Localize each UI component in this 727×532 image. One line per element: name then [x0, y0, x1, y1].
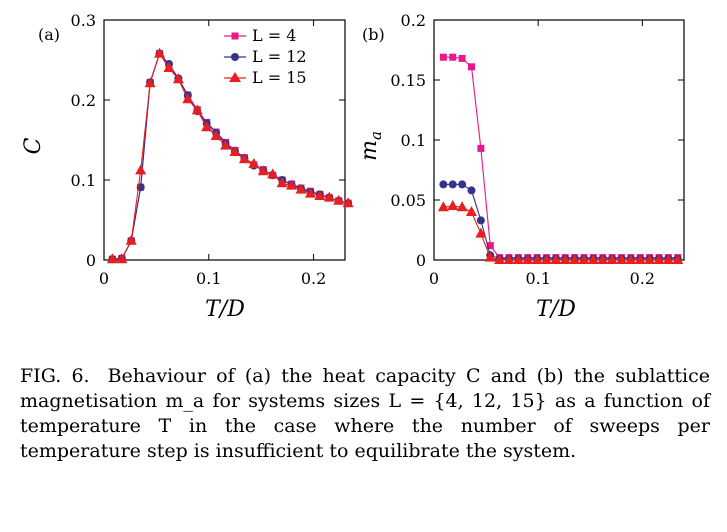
panel-b-l15-point	[541, 254, 552, 264]
panel-b-magnetisation: (b) ma T/D 0 0.1 0.2 0 0.05 0.1 0.15 0.2	[357, 11, 685, 322]
panel-b-l15-point	[484, 251, 496, 262]
panel-b-l15-point	[569, 254, 581, 264]
panel-a-l15-point	[116, 253, 128, 264]
panel-a-l15-point	[201, 121, 213, 132]
panel-b-frame	[433, 19, 685, 261]
panel-a-ytick-label: 0.3	[71, 11, 96, 30]
panel-a-l15-point	[276, 177, 288, 188]
panel-a-l15-point	[106, 253, 118, 264]
panel-a-l15-point	[286, 179, 298, 190]
panel-a-l15-point	[342, 197, 354, 208]
panel-a-frame	[103, 19, 346, 261]
panel-b-l15-point	[550, 254, 562, 264]
figure-caption: FIG. 6. Behaviour of (a) the heat capacit…	[20, 364, 710, 464]
figure: (a) C T/D 0 0.1 0.2 0 0.1 0.2 0.3 L = 4 L = 12…	[21, 11, 685, 322]
panel-b-l4-point	[468, 63, 475, 71]
panel-b-l15-point	[672, 254, 684, 264]
panel-b-ytick-label: 0.05	[390, 191, 426, 210]
panel-b-l4-point	[449, 53, 457, 61]
panel-b-xtick-label: 0.1	[525, 269, 550, 288]
panel-b-xtick-label: 0	[429, 269, 439, 288]
panel-b-l15-point	[531, 254, 543, 264]
panel-b-l12-point	[467, 186, 476, 195]
panel-b-l15-point	[466, 206, 477, 216]
panel-a-l15-point	[182, 93, 194, 104]
panel-a-l15-point	[125, 234, 137, 245]
panel-a-l15-point	[238, 153, 250, 164]
panel-a-l15-point	[314, 190, 326, 200]
panel-b-l15-point	[625, 254, 637, 264]
panel-b-l15-point	[456, 201, 468, 212]
panel-b-ytick-label: 0.1	[401, 131, 426, 150]
panel-b-l15-point	[494, 254, 506, 264]
legend-label-l4: L = 4	[252, 26, 296, 45]
panel-b-l15-point	[634, 254, 646, 264]
panel-b-ytick-label: 0.2	[401, 11, 426, 30]
panel-a-ylabel: C	[21, 137, 46, 154]
panel-a-l15-point	[295, 183, 307, 194]
panel-b-l12-point	[448, 180, 457, 189]
panel-a-l15-point	[220, 139, 232, 150]
panel-a-l15-point	[172, 73, 184, 84]
panel-a-ytick-label: 0.2	[71, 91, 96, 110]
panel-b-l15-point	[447, 200, 459, 210]
panel-b-l15-point	[606, 254, 618, 264]
panel-b-ytick-label: 0.15	[390, 71, 426, 90]
panel-b-ytick-label: 0	[416, 251, 426, 270]
panel-a-l15-point	[333, 194, 345, 205]
panel-a-l15-point	[144, 77, 156, 88]
panel-b-l15-point	[522, 254, 534, 264]
panel-a-l15-point	[257, 165, 269, 176]
panel-a-xtick-label: 0	[99, 269, 109, 288]
panel-b-l15-point	[597, 254, 609, 264]
panel-b-l15-point	[644, 254, 656, 264]
panel-a-label: (a)	[38, 25, 60, 44]
panel-b-ylabel: ma	[357, 131, 385, 161]
panel-b-l15-point	[512, 254, 524, 264]
panel-b-label: (b)	[362, 25, 385, 44]
legend-marker-l12	[231, 53, 239, 61]
panel-b-l15-point	[559, 254, 571, 264]
panel-a-heat-capacity: (a) C T/D 0 0.1 0.2 0 0.1 0.2 0.3 L = 4 L = 12…	[21, 11, 354, 322]
panel-b-l15-point	[587, 254, 599, 264]
panel-b-l4-point	[486, 242, 494, 250]
panel-a-l15-point	[323, 191, 335, 202]
panel-a-l15-point	[135, 164, 147, 175]
panel-b-l15-point	[578, 254, 590, 264]
panel-b-l4-point	[458, 54, 466, 62]
panel-b-l15-point	[437, 201, 449, 212]
panel-b-l12-point	[439, 180, 448, 189]
panel-b-l15-point	[662, 254, 674, 264]
panel-a-ytick-label: 0.1	[71, 171, 96, 190]
legend: L = 4 L = 12 L = 15	[224, 26, 307, 87]
panel-b-xlabel: T/D	[536, 297, 576, 322]
panel-a-l15-point	[191, 104, 203, 115]
panel-b-l15-point	[475, 227, 487, 238]
panel-a-l15-point	[154, 47, 166, 58]
panel-a-xtick-label: 0.2	[301, 269, 326, 288]
panel-a-l15-point	[248, 158, 260, 168]
panel-b-l4-point	[439, 53, 447, 61]
panel-b-l12-point	[458, 180, 467, 189]
panel-b-l12-point	[476, 216, 485, 225]
panel-b-l4-point	[477, 144, 485, 152]
panel-a-l15-point	[229, 146, 241, 156]
panel-b-xtick-label: 0.2	[630, 269, 655, 288]
legend-marker-l4	[231, 32, 239, 40]
legend-marker-l15	[229, 72, 241, 82]
panel-a-ytick-label: 0	[86, 251, 96, 270]
panel-a-l15-point	[267, 168, 279, 179]
panel-a-xlabel: T/D	[205, 297, 245, 322]
panel-b-l15-point	[503, 254, 515, 264]
panel-a-xtick-label: 0.1	[196, 269, 221, 288]
panel-a-l15-point	[210, 130, 222, 140]
caption-text: Behaviour of (a) the heat capacity C and…	[20, 365, 710, 462]
legend-label-l15: L = 15	[252, 68, 307, 87]
panel-a-l15-point	[163, 62, 175, 72]
panel-b-l15-point	[653, 254, 665, 264]
panel-b-l15-point	[616, 254, 627, 264]
legend-label-l12: L = 12	[252, 47, 307, 66]
caption-label: FIG. 6.	[20, 365, 90, 387]
panel-a-l15-point	[304, 187, 316, 198]
